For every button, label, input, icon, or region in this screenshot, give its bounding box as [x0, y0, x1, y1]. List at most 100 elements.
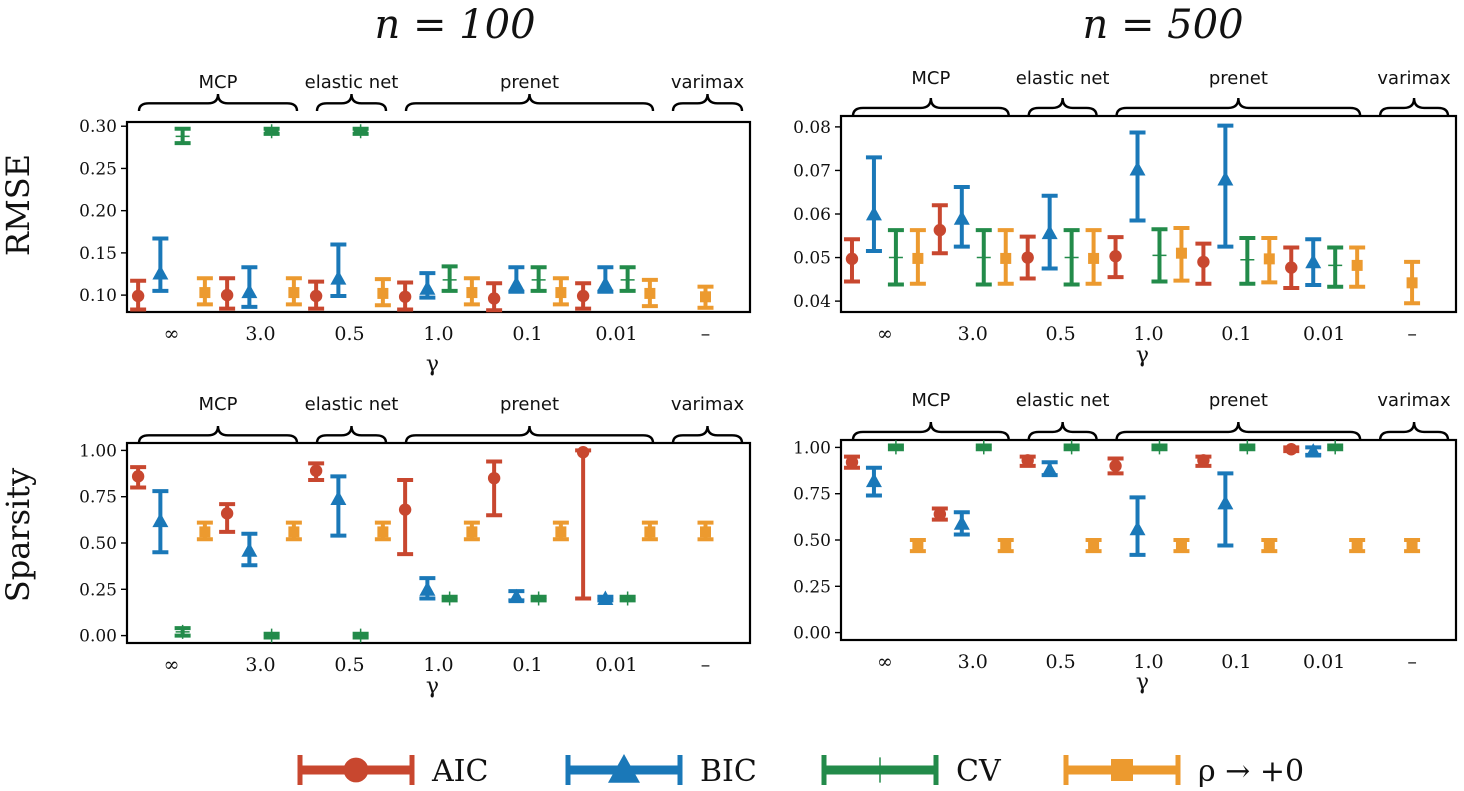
marker-rho	[466, 526, 478, 538]
y-tick-label: 0.50	[793, 531, 831, 551]
data-point-BIC	[1129, 130, 1146, 223]
marker-AIC	[309, 464, 323, 477]
data-point-AIC	[931, 506, 948, 522]
data-point-CV	[1063, 228, 1080, 287]
x-tick-label: 0.1	[512, 654, 542, 676]
y-tick-label: 0.25	[79, 159, 117, 179]
marker-rho	[912, 252, 924, 264]
data-point-BIC	[597, 590, 614, 605]
group-label: MCP	[911, 390, 950, 411]
marker-BIC	[419, 581, 436, 596]
y-tick-label: 0.07	[793, 161, 831, 181]
y-tick-label: 0.20	[79, 202, 117, 222]
marker-rho	[288, 526, 300, 538]
data-point-BIC	[1305, 443, 1322, 458]
y-tick-label: 0.15	[79, 244, 117, 264]
x-tick-label: –	[1407, 651, 1417, 673]
group-brace	[315, 93, 388, 112]
data-point-BIC	[508, 588, 525, 604]
legend-label: ρ → +0	[1198, 754, 1304, 789]
marker-rho	[1088, 252, 1100, 264]
data-point-CV	[1239, 235, 1256, 286]
marker-rho	[555, 526, 567, 538]
group-brace	[315, 425, 388, 444]
axes-frame	[125, 441, 752, 645]
marker-BIC	[1305, 253, 1322, 269]
marker-CV	[888, 250, 903, 265]
data-point-AIC	[308, 279, 325, 311]
marker-rho	[1406, 277, 1418, 289]
group-brace	[1115, 421, 1362, 441]
x-tick-label: 0.01	[595, 654, 637, 676]
data-point-CV	[174, 624, 191, 639]
data-point-AIC	[219, 502, 236, 534]
group-label: elastic net	[305, 72, 399, 93]
data-point-CV	[441, 264, 458, 293]
data-point-BIC	[508, 265, 525, 294]
group-brace	[671, 425, 744, 444]
y-tick-label: 0.00	[793, 624, 831, 644]
marker-BIC	[953, 210, 970, 225]
marker-CV	[175, 624, 190, 639]
group-brace	[851, 421, 1010, 441]
data-point-AIC	[397, 280, 414, 312]
y-tick-label: 0.50	[79, 534, 117, 554]
y-tick-label: 0.00	[79, 627, 117, 647]
y-tick-label: 0.08	[793, 118, 831, 138]
data-point-BIC	[152, 236, 169, 293]
y-tick-label: 0.75	[793, 485, 831, 505]
legend-marker-AIC	[343, 757, 369, 783]
marker-rho	[377, 287, 389, 299]
marker-AIC	[933, 507, 947, 521]
data-point-CV	[1239, 440, 1256, 455]
data-point-rho	[196, 520, 213, 542]
marker-CV	[1064, 250, 1079, 265]
marker-rho	[377, 526, 389, 538]
marker-rho	[1175, 540, 1187, 552]
legend-marker-CV	[867, 757, 893, 783]
marker-CV	[888, 440, 903, 455]
data-point-CV	[619, 265, 636, 293]
group-label: prenet	[1209, 390, 1268, 411]
group-label: prenet	[500, 72, 559, 93]
x-axis-label: γ	[1136, 343, 1149, 368]
data-point-CV	[1327, 245, 1344, 289]
marker-AIC	[1197, 454, 1210, 467]
marker-rho	[199, 287, 211, 299]
marker-rho	[644, 287, 656, 299]
x-tick-label: 0.5	[1046, 323, 1076, 345]
row-label-rmse: RMSE	[0, 154, 37, 256]
legend-marker-BIC	[608, 754, 640, 783]
data-point-AIC	[308, 461, 325, 483]
legend-item-BIC: BIC	[565, 754, 757, 789]
group-label: MCP	[911, 68, 950, 89]
data-point-CV	[887, 228, 904, 287]
y-tick-label: 0.04	[793, 292, 831, 312]
data-point-rho	[285, 520, 302, 542]
row-label-sparsity: Sparsity	[0, 468, 37, 602]
y-tick-label: 0.30	[79, 117, 117, 137]
x-tick-label: 1.0	[1133, 651, 1163, 673]
marker-AIC	[398, 503, 412, 516]
group-label: MCP	[199, 394, 238, 415]
marker-CV	[1152, 440, 1167, 455]
marker-CV	[1152, 248, 1167, 263]
data-point-rho	[1404, 538, 1421, 554]
group-label: elastic net	[1016, 390, 1110, 411]
data-point-BIC	[953, 510, 970, 537]
data-point-CV	[263, 124, 280, 139]
group-label: varimax	[1377, 390, 1451, 411]
data-point-BIC	[1217, 123, 1234, 249]
data-point-rho	[1349, 538, 1366, 554]
data-point-CV	[1063, 440, 1080, 455]
y-tick-label: 1.00	[793, 438, 831, 458]
data-point-BIC	[152, 489, 169, 555]
y-tick-label: 0.06	[793, 205, 831, 225]
x-tick-label: 0.1	[1221, 323, 1251, 345]
data-point-CV	[530, 591, 547, 606]
marker-rho	[700, 526, 711, 538]
data-point-AIC	[575, 281, 592, 311]
group-brace	[137, 93, 299, 112]
marker-rho	[700, 291, 711, 303]
group-brace	[1378, 421, 1450, 441]
